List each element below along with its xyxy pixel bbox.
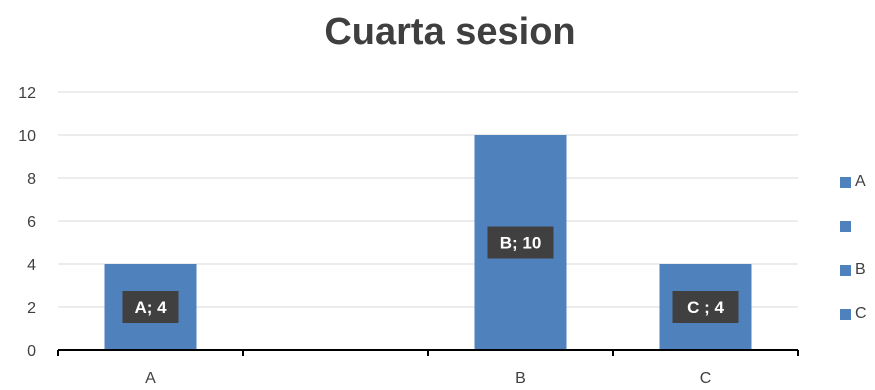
legend-item-c: C <box>840 292 867 336</box>
data-label: C ; 4 <box>687 298 724 317</box>
y-tick-label: 6 <box>27 214 36 231</box>
legend-label: B <box>855 261 866 278</box>
legend: A B C <box>840 160 867 336</box>
legend-swatch <box>840 176 851 188</box>
legend-item-b: B <box>840 248 867 292</box>
data-label-box <box>122 291 179 323</box>
x-tick-label: C <box>700 370 712 387</box>
y-tick-label: 4 <box>27 257 36 274</box>
x-tick-label: B <box>515 370 526 387</box>
y-tick-label: 12 <box>18 85 36 102</box>
data-label: A; 4 <box>134 298 167 317</box>
y-tick-label: 0 <box>27 343 36 360</box>
legend-label: A <box>855 173 866 190</box>
chart-title: Cuarta sesion <box>324 11 576 53</box>
legend-item-blank <box>840 204 867 248</box>
legend-label: C <box>855 305 867 322</box>
data-label: B; 10 <box>500 234 542 253</box>
data-label-box <box>672 291 739 323</box>
legend-swatch <box>840 264 851 276</box>
legend-item-a: A <box>840 160 867 204</box>
x-tick-label: A <box>145 370 156 387</box>
legend-swatch <box>840 308 851 320</box>
y-tick-label: 8 <box>27 171 36 188</box>
legend-swatch <box>840 220 851 232</box>
y-tick-label: 10 <box>18 128 36 145</box>
data-label-box <box>487 226 554 259</box>
y-tick-label: 2 <box>27 300 36 317</box>
